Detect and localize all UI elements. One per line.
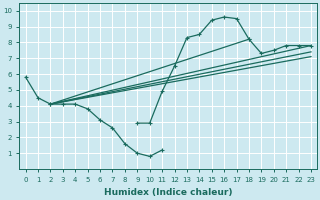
X-axis label: Humidex (Indice chaleur): Humidex (Indice chaleur) [104,188,233,197]
